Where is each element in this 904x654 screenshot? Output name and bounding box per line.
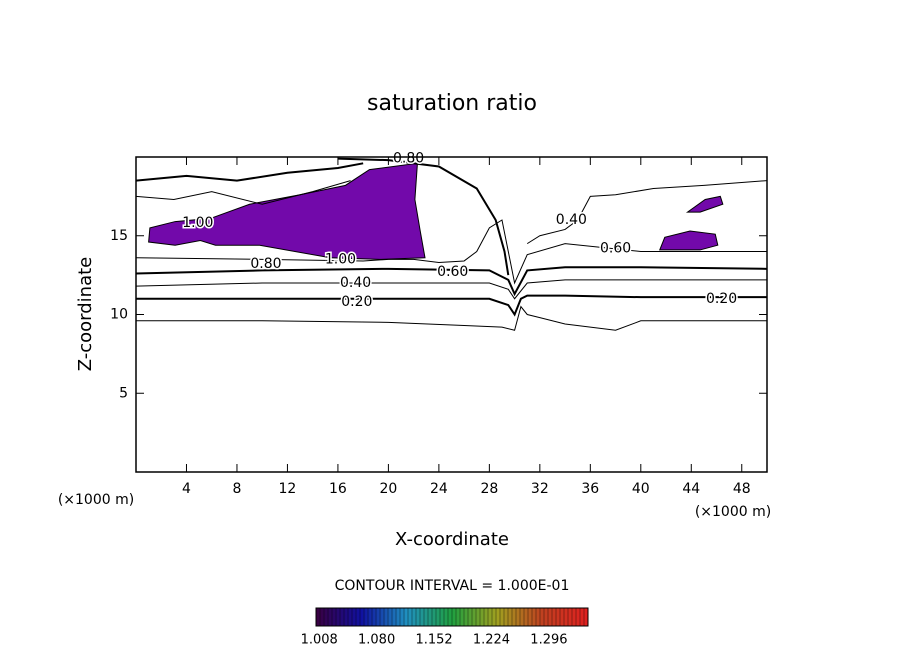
contour-line	[136, 162, 364, 182]
filled-region	[148, 162, 426, 260]
x-tick-label: 24	[430, 481, 448, 497]
y-unit-label: (×1000 m)	[58, 492, 134, 508]
contour-line	[136, 219, 767, 285]
contour-label: 0.40	[340, 275, 371, 291]
contour-line	[136, 279, 767, 300]
x-tick-label: 28	[480, 481, 498, 497]
plot-area	[136, 157, 767, 331]
x-tick-label: 16	[329, 481, 347, 497]
colorbar	[315, 607, 589, 627]
contour-label: 0.80	[393, 151, 424, 167]
x-tick-label: 44	[682, 481, 700, 497]
x-tick-label: 48	[733, 481, 751, 497]
contour-line	[526, 180, 767, 245]
contour-label: 0.80	[250, 256, 281, 272]
y-axis-label: Z-coordinate	[75, 257, 96, 372]
colorbar-tick-label: 1.152	[415, 633, 452, 648]
x-axis-label: X-coordinate	[395, 529, 509, 550]
contour-label: 1.00	[182, 215, 213, 231]
contour-label: 0.40	[556, 212, 587, 228]
plot-frame	[135, 156, 768, 473]
colorbar-tick-label: 1.008	[301, 633, 338, 648]
contour-line	[136, 294, 767, 317]
contour-label: 0.20	[706, 291, 737, 307]
x-tick-label: 32	[531, 481, 549, 497]
y-tick-label: 5	[119, 385, 128, 401]
x-tick-label: 4	[182, 481, 191, 497]
contour-line	[136, 180, 351, 205]
contour-label: 0.20	[341, 294, 372, 310]
y-tick-label: 10	[110, 307, 128, 323]
contour-label: 0.60	[437, 264, 468, 280]
contour-label: 1.00	[325, 251, 356, 267]
x-tick-label: 40	[632, 481, 650, 497]
colorbar-tick-label: 1.296	[530, 633, 567, 648]
colorbar-tick-label: 1.224	[473, 633, 510, 648]
x-unit-label: (×1000 m)	[695, 504, 771, 520]
chart-title: saturation ratio	[367, 91, 537, 116]
colorbar-tick-label: 1.080	[358, 633, 395, 648]
x-tick-label: 36	[581, 481, 599, 497]
contour-label: 0.60	[600, 240, 631, 256]
contour-line	[136, 266, 767, 297]
contour-interval: CONTOUR INTERVAL = 1.000E-01	[335, 578, 570, 594]
x-tick-label: 20	[379, 481, 397, 497]
contour-line	[136, 305, 767, 331]
filled-region	[685, 195, 724, 213]
y-tick-label: 15	[110, 228, 128, 244]
x-tick-label: 12	[279, 481, 297, 497]
filled-region	[658, 230, 719, 251]
x-tick-label: 8	[232, 481, 241, 497]
